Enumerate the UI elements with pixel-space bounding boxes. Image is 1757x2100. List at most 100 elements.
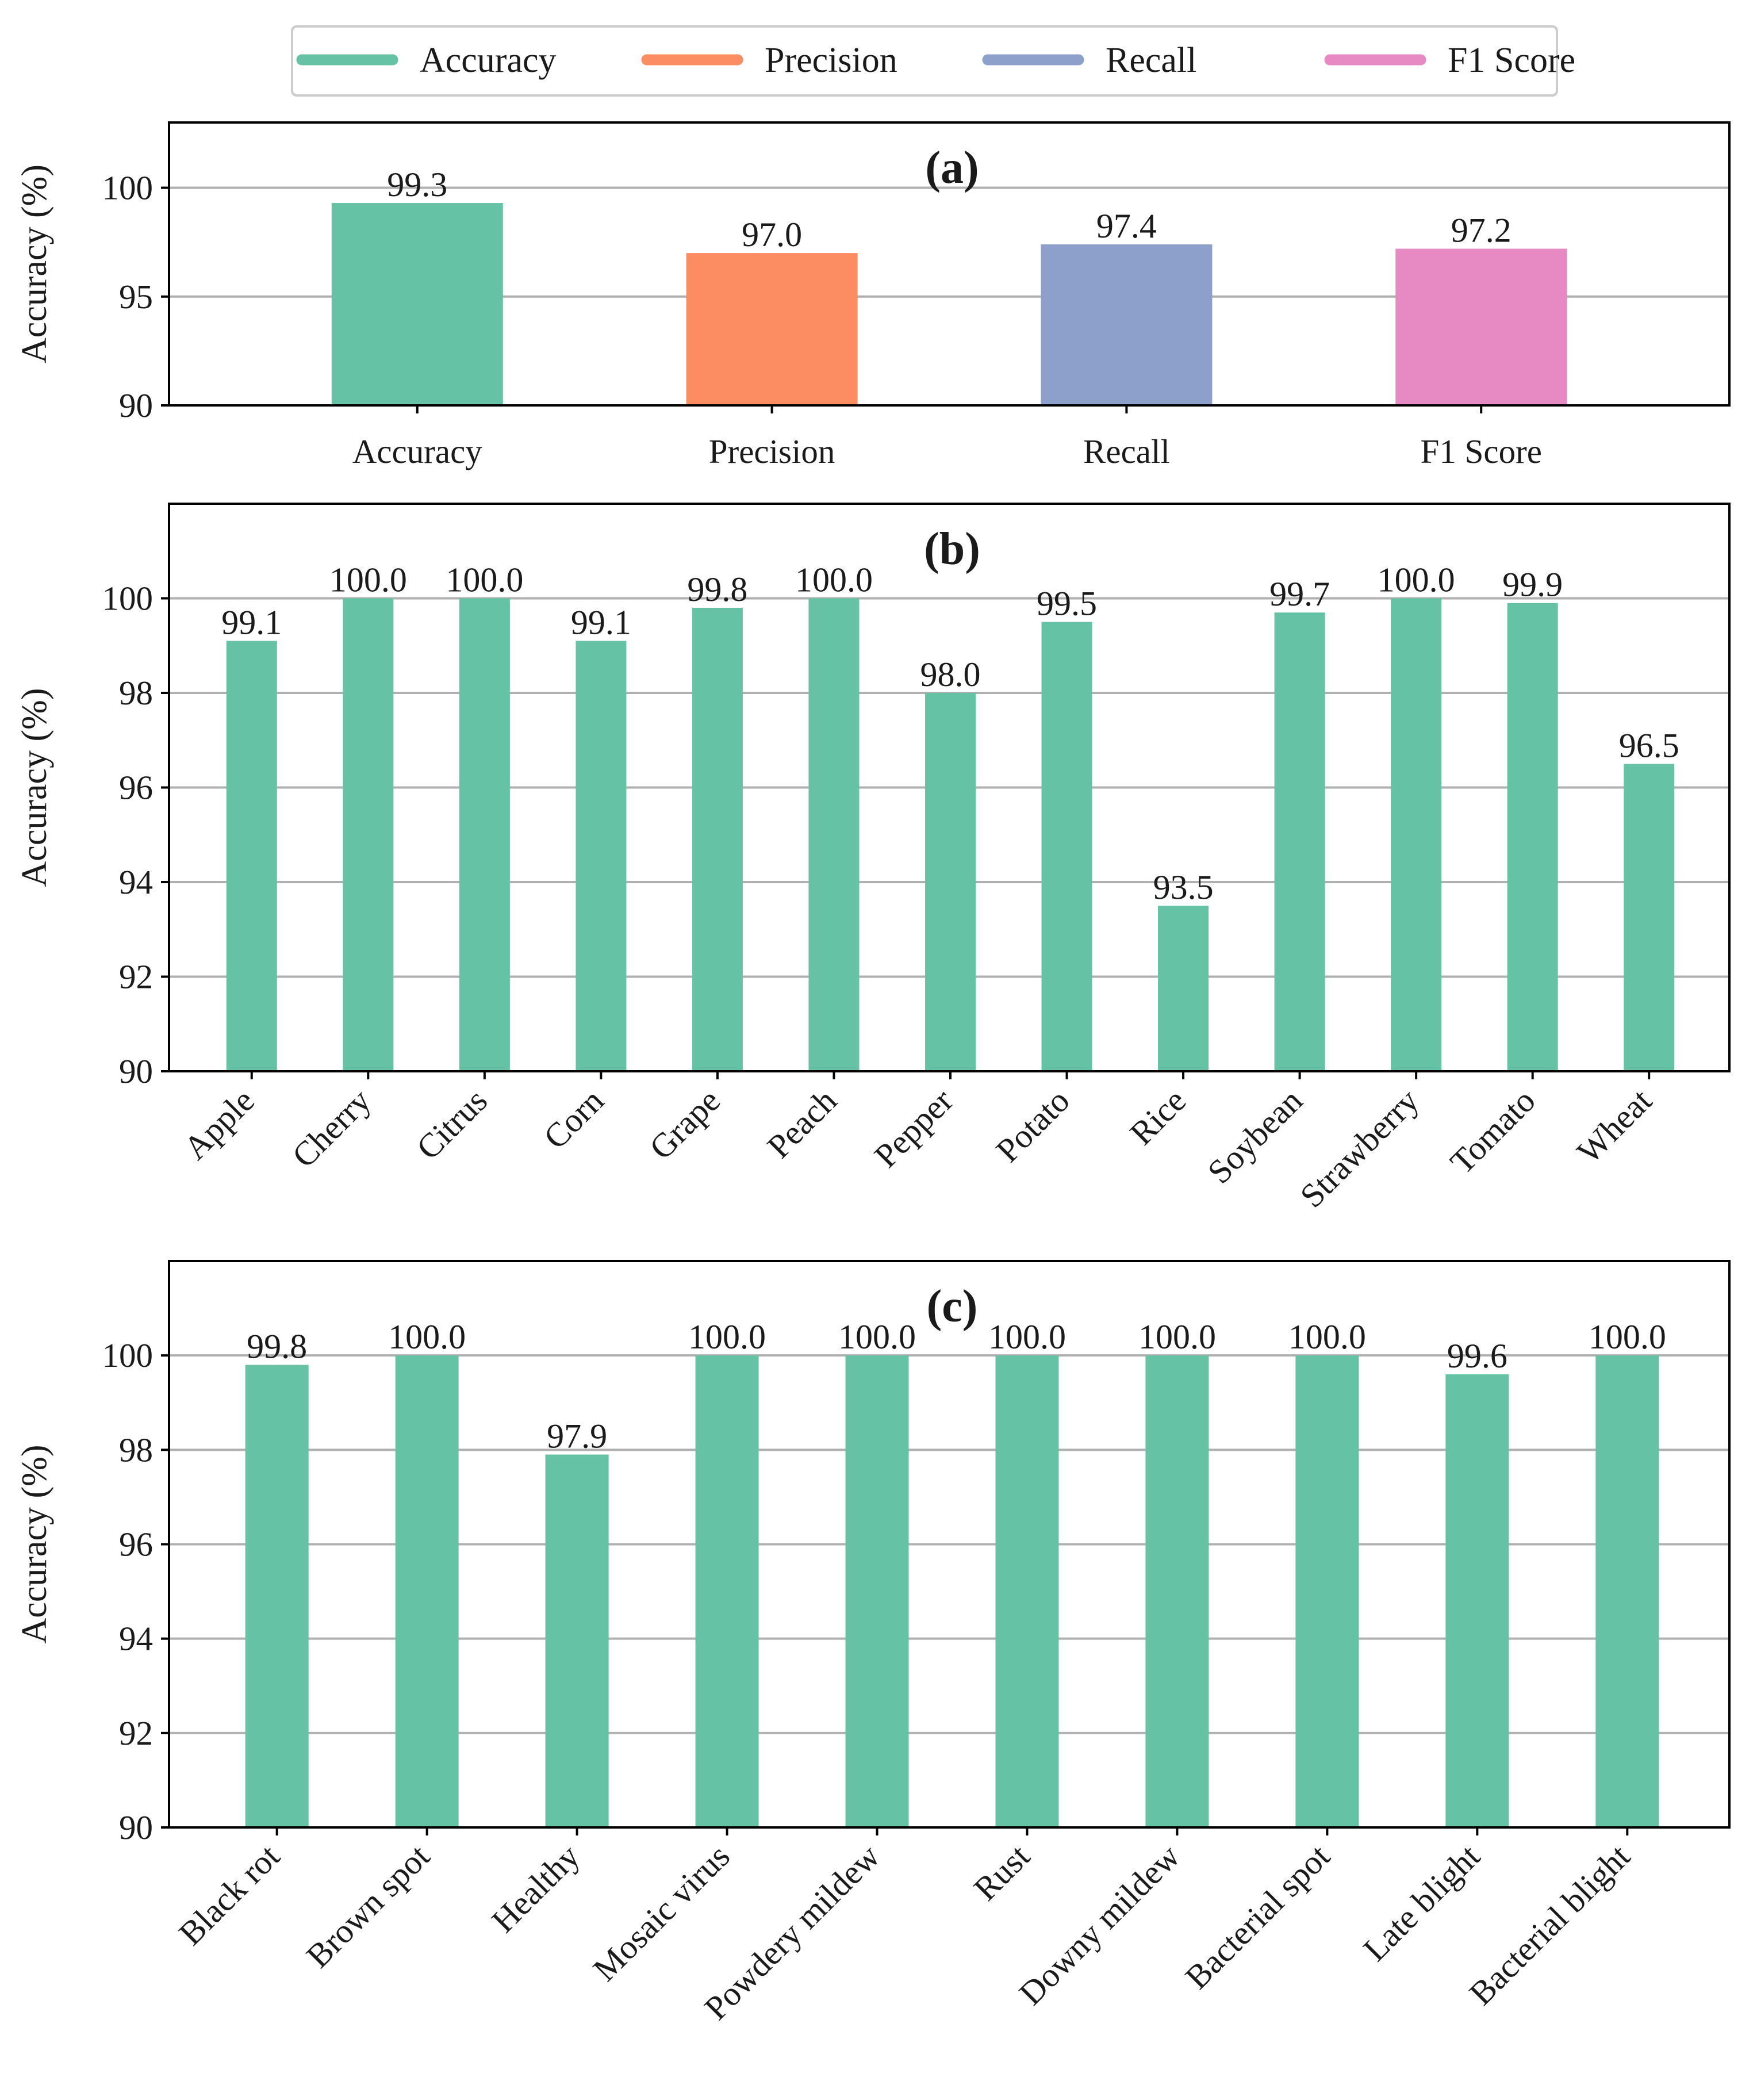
axes-frame [168, 1260, 1731, 1829]
bar-wheat [1624, 764, 1675, 1071]
bar-f1-score [1395, 248, 1567, 405]
y-tick-label: 100 [102, 1336, 154, 1374]
value-label-tomato: 99.9 [1502, 566, 1563, 604]
x-tick-label-brown-spot: Brown spot [299, 1837, 438, 1975]
value-label-apple: 99.1 [221, 604, 282, 642]
value-label-citrus: 100.0 [446, 561, 523, 599]
bar-corn [576, 641, 627, 1071]
y-tick-label: 96 [119, 769, 153, 807]
bar-citrus [459, 598, 510, 1071]
x-tick-label-mosaic-virus: Mosaic virus [585, 1837, 736, 1988]
value-label-corn: 99.1 [571, 604, 631, 642]
y-tick-label: 100 [102, 580, 154, 618]
value-label-brown-spot: 100.0 [388, 1318, 466, 1356]
bar-black-rot [245, 1365, 309, 1827]
value-label-soybean: 99.7 [1269, 575, 1330, 613]
bar-recall [1041, 244, 1213, 405]
value-label-bacterial-spot: 100.0 [1288, 1318, 1366, 1356]
y-tick-label: 98 [119, 674, 153, 712]
bar-bacterial-blight [1595, 1355, 1659, 1827]
bar-mosaic-virus [695, 1355, 759, 1827]
y-axis-label: Accuracy (%) [15, 688, 54, 887]
x-tick-label-strawberry: Strawberry [1292, 1081, 1426, 1214]
value-label-accuracy: 99.3 [387, 166, 447, 204]
x-tick-label-grape: Grape [642, 1082, 728, 1167]
panel-a: 90 95 100 99.3 Accuracy 97.0 Precision 97.4 Reca… [15, 121, 1731, 470]
bar-potato [1041, 622, 1092, 1071]
value-label-cherry: 100.0 [329, 561, 407, 599]
x-tick-label-bacterial-spot: Bacterial spot [1177, 1837, 1337, 1996]
x-tick-label-late-blight: Late blight [1356, 1837, 1487, 1968]
value-label-precision: 97.0 [742, 216, 802, 254]
axes-frame [168, 503, 1731, 1072]
x-tick-label-rice: Rice [1122, 1082, 1193, 1152]
y-tick-label: 96 [119, 1526, 153, 1563]
panel-b: 90 92 94 96 98 100 99.1 Apple 100.0 Cherry 100.0 Ci… [15, 503, 1731, 1215]
x-tick-label-wheat: Wheat [1570, 1081, 1659, 1171]
bar-powdery-mildew [845, 1355, 909, 1827]
value-label-late-blight: 99.6 [1447, 1337, 1507, 1375]
x-tick-label-citrus: Citrus [409, 1082, 494, 1167]
y-tick-label: 95 [119, 278, 153, 316]
legend: Accuracy Precision Recall F1 Score [291, 25, 1575, 97]
value-label-rust: 100.0 [988, 1318, 1066, 1356]
bar-accuracy [331, 203, 503, 405]
bar-brown-spot [395, 1355, 459, 1827]
panel-label: (a) [925, 143, 979, 193]
panel-c: 90 92 94 96 98 100 99.8 Black rot 100.0 Brown spo… [15, 1260, 1731, 2027]
bar-pepper [925, 693, 976, 1071]
legend-label-accuracy: Accuracy [420, 41, 557, 80]
x-tick-label-soybean: Soybean [1200, 1082, 1309, 1191]
y-axis-label: Accuracy (%) [15, 164, 54, 363]
x-tick-label-peach: Peach [759, 1082, 843, 1166]
bar-peach [808, 598, 860, 1071]
value-label-rice: 93.5 [1153, 868, 1214, 906]
bar-healthy [545, 1454, 609, 1827]
x-tick-label-cherry: Cherry [285, 1081, 378, 1175]
x-tick-label-bacterial-blight: Bacterial blight [1462, 1837, 1637, 2012]
x-tick-label-potato: Potato [988, 1082, 1076, 1170]
value-label-healthy: 97.9 [547, 1417, 607, 1455]
value-label-downy-mildew: 100.0 [1138, 1318, 1216, 1356]
legend-label-f1-score: F1 Score [1448, 41, 1575, 80]
value-label-wheat: 96.5 [1619, 726, 1679, 764]
x-tick-label-black-rot: Black rot [171, 1837, 287, 1952]
value-label-black-rot: 99.8 [247, 1328, 307, 1366]
panel-label: (c) [927, 1281, 978, 1332]
x-tick-label-recall: Recall [1083, 432, 1170, 470]
bar-soybean [1274, 612, 1325, 1071]
legend-frame [291, 25, 1558, 97]
value-label-f1-score: 97.2 [1451, 212, 1512, 250]
x-tick-label-rust: Rust [966, 1837, 1037, 1908]
bar-cherry [343, 598, 394, 1071]
y-tick-label: 90 [119, 1808, 153, 1846]
legend-label-precision: Precision [765, 41, 897, 80]
x-tick-label-f1-score: F1 Score [1421, 432, 1542, 470]
bar-precision [686, 253, 858, 405]
x-tick-label-precision: Precision [709, 432, 835, 470]
bar-apple [226, 641, 277, 1071]
value-label-grape: 99.8 [687, 570, 747, 608]
value-label-peach: 100.0 [795, 561, 873, 599]
value-label-mosaic-virus: 100.0 [688, 1318, 766, 1356]
bar-rust [995, 1355, 1059, 1827]
value-label-recall: 97.4 [1096, 207, 1157, 245]
y-axis-label: Accuracy (%) [15, 1445, 54, 1644]
x-tick-label-downy-mildew: Downy mildew [1012, 1837, 1187, 2012]
y-tick-label: 92 [119, 958, 153, 996]
panel-label: (b) [924, 524, 980, 574]
bar-strawberry [1391, 598, 1442, 1071]
x-tick-label-apple: Apple [176, 1082, 262, 1167]
x-tick-label-tomato: Tomato [1443, 1082, 1543, 1182]
bar-grape [692, 607, 743, 1071]
y-tick-label: 98 [119, 1431, 153, 1469]
y-tick-label: 94 [119, 1620, 153, 1658]
bar-rice [1158, 906, 1209, 1071]
bar-downy-mildew [1145, 1355, 1209, 1827]
value-label-powdery-mildew: 100.0 [838, 1318, 916, 1356]
value-label-strawberry: 100.0 [1378, 561, 1455, 599]
y-tick-label: 92 [119, 1714, 153, 1752]
y-tick-label: 90 [119, 1052, 153, 1090]
legend-label-recall: Recall [1106, 41, 1196, 80]
